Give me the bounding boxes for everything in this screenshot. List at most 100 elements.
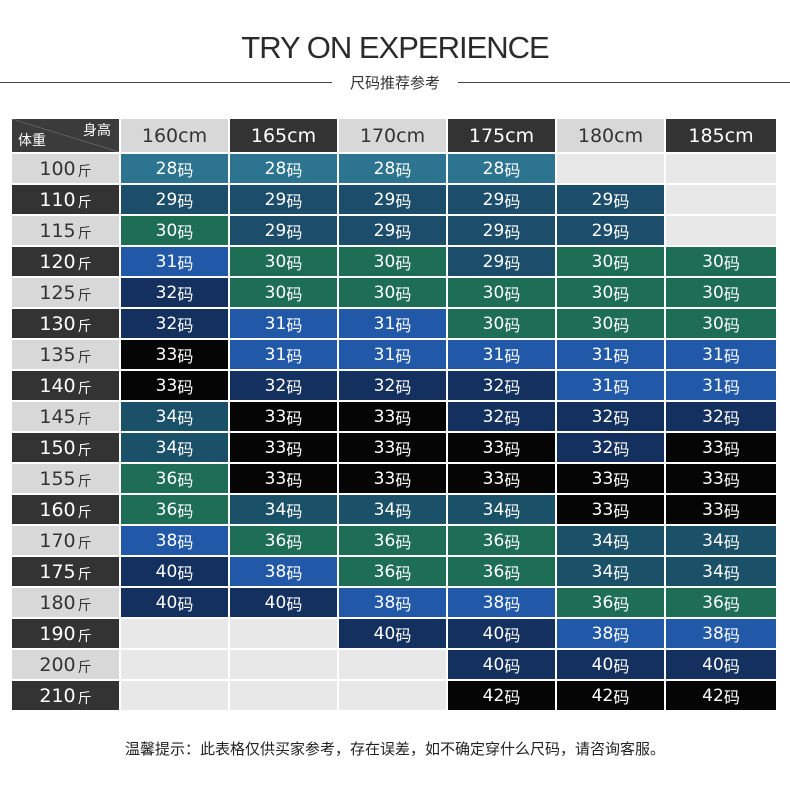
size-cell: 34 码 [557,526,664,555]
column-header-height: 170cm [339,119,446,152]
size-suffix: 码 [723,532,740,552]
row-header-weight: 140 斤 [12,371,119,400]
column-header-height: 165cm [230,119,337,152]
size-value: 30 [591,282,614,303]
size-cell: 28 码 [448,154,555,183]
size-value: 33 [155,375,178,396]
size-value: 32 [591,406,614,427]
size-suffix: 码 [286,532,303,552]
size-cell: 33 码 [230,402,337,431]
size-suffix: 码 [723,284,740,304]
size-suffix: 码 [177,191,194,211]
size-value: 30 [702,313,724,334]
size-cell: 30 码 [230,278,337,307]
size-cell: 40 码 [448,619,555,648]
size-suffix: 码 [613,594,630,614]
size-value: 40 [264,592,287,613]
weight-value: 160 [39,498,76,521]
size-cell: 33 码 [448,464,555,493]
size-suffix: 码 [286,470,303,490]
weight-unit: 斤 [77,194,92,211]
size-value: 32 [482,375,505,396]
size-suffix: 码 [723,656,740,676]
size-cell-empty [230,619,337,648]
size-cell: 34 码 [557,557,664,586]
size-cell: 40 码 [121,557,228,586]
weight-value: 125 [39,281,76,304]
size-value: 34 [155,406,178,427]
size-suffix: 码 [613,408,630,428]
weight-unit: 斤 [77,535,92,552]
size-value: 30 [482,313,505,334]
weight-unit: 斤 [77,597,92,614]
size-suffix: 码 [613,625,630,645]
size-cell: 29 码 [557,216,664,245]
size-value: 31 [373,344,396,365]
size-value: 33 [591,499,614,520]
size-cell: 29 码 [339,185,446,214]
weight-value: 155 [39,467,76,490]
size-value: 29 [591,220,614,241]
weight-value: 175 [39,560,76,583]
size-value: 30 [591,313,614,334]
size-value: 33 [264,437,287,458]
size-suffix: 码 [504,594,521,614]
size-cell: 33 码 [230,433,337,462]
size-cell: 30 码 [557,278,664,307]
weight-value: 145 [39,405,76,428]
size-cell: 36 码 [121,495,228,524]
size-value: 30 [591,251,614,272]
size-cell: 29 码 [448,185,555,214]
size-suffix: 码 [504,563,521,583]
size-cell-empty [230,650,337,679]
size-cell: 32 码 [448,371,555,400]
corner-diagonal [12,119,119,152]
size-cell: 36 码 [339,557,446,586]
size-suffix: 码 [504,687,521,707]
size-value: 32 [155,282,178,303]
row-header-weight: 200 斤 [12,650,119,679]
row-header-weight: 100 斤 [12,154,119,183]
size-suffix: 码 [723,253,740,273]
size-cell: 32 码 [339,371,446,400]
size-value: 31 [702,375,724,396]
size-value: 29 [591,189,614,210]
size-cell: 31 码 [666,371,776,400]
size-cell: 36 码 [557,588,664,617]
size-suffix: 码 [613,532,630,552]
size-cell: 31 码 [339,309,446,338]
size-cell: 30 码 [339,247,446,276]
size-suffix: 码 [395,501,412,521]
size-value: 30 [373,251,396,272]
size-cell: 40 码 [230,588,337,617]
size-cell: 29 码 [448,216,555,245]
size-value: 31 [264,344,287,365]
size-value: 32 [155,313,178,334]
size-suffix: 码 [177,408,194,428]
size-cell: 32 码 [557,433,664,462]
weight-value: 180 [39,591,76,614]
size-suffix: 码 [177,532,194,552]
size-value: 29 [155,189,178,210]
size-suffix: 码 [613,346,630,366]
size-suffix: 码 [177,346,194,366]
size-value: 31 [264,313,287,334]
size-cell: 38 码 [666,619,776,648]
size-suffix: 码 [395,408,412,428]
size-suffix: 码 [723,377,740,397]
weight-value: 140 [39,374,76,397]
row-header-weight: 130 斤 [12,309,119,338]
weight-value: 120 [39,250,76,273]
size-value: 31 [373,313,396,334]
weight-unit: 斤 [77,287,92,304]
size-cell: 36 码 [339,526,446,555]
size-suffix: 码 [177,501,194,521]
weight-value: 150 [39,436,76,459]
row-header-weight: 160 斤 [12,495,119,524]
size-value: 38 [155,530,178,551]
size-value: 38 [264,561,287,582]
size-cell: 40 码 [121,588,228,617]
row-header-weight: 180 斤 [12,588,119,617]
subtitle-bar: 尺码推荐参考 [0,72,790,92]
page-title: TRY ON EXPERIENCE [241,30,549,65]
